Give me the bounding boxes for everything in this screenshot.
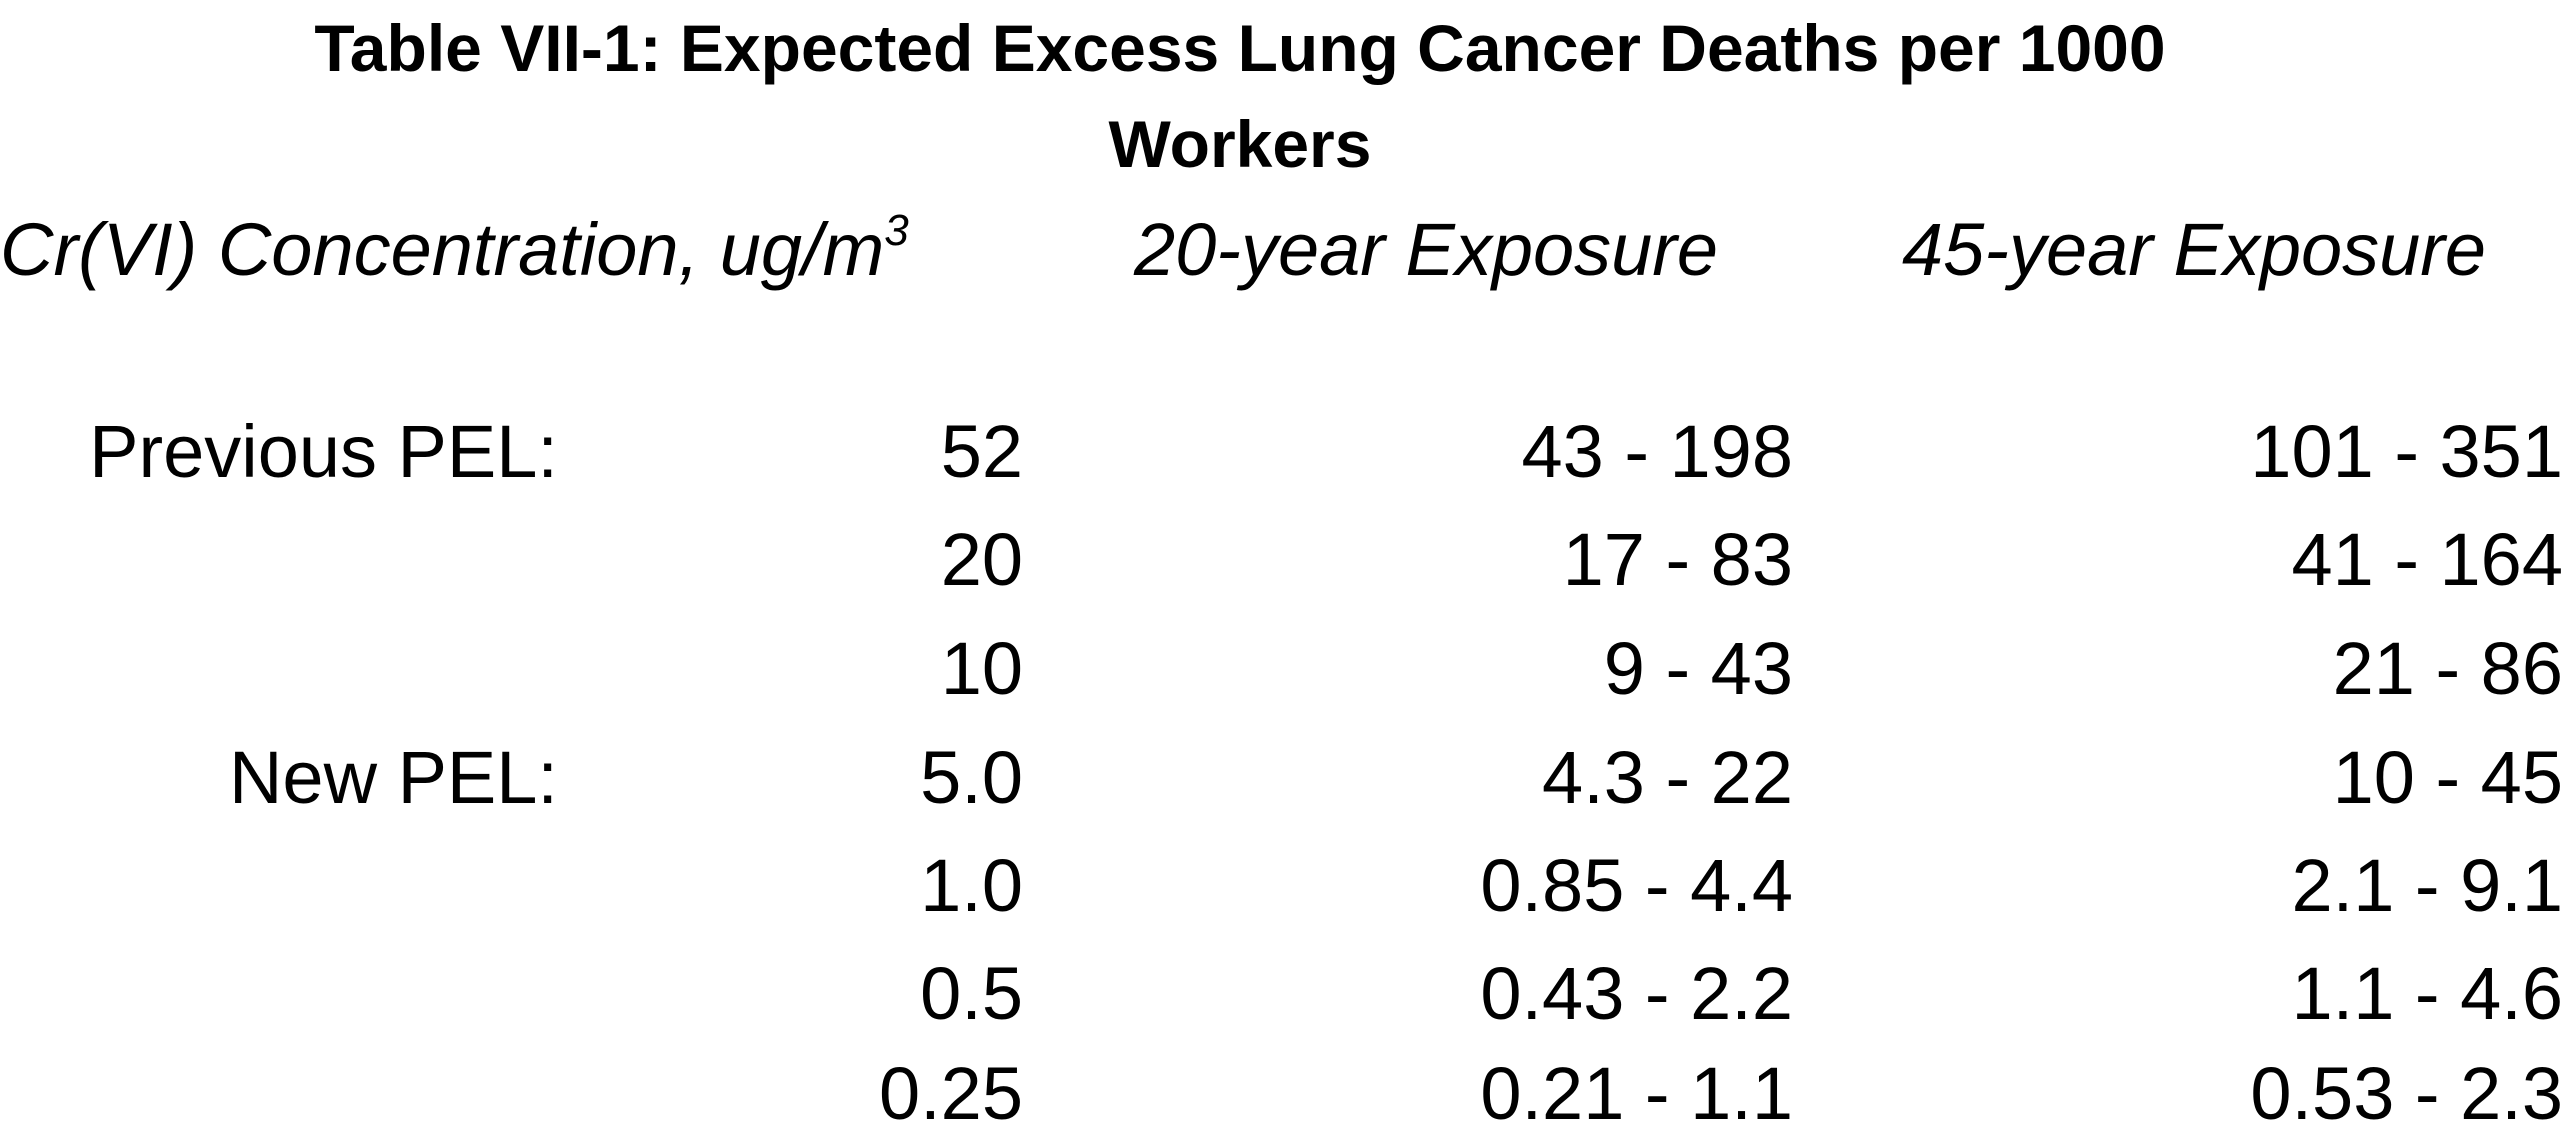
row-exposure-45: 21 - 86	[2332, 627, 2563, 710]
row-exposure-45: 101 - 351	[2250, 410, 2563, 493]
row-label: New PEL:	[228, 736, 558, 819]
header-concentration-text: Cr(VI) Concentration, ug/m	[0, 208, 885, 291]
row-exposure-20: 0.43 - 2.2	[1480, 952, 1793, 1035]
row-exposure-45: 10 - 45	[2332, 736, 2563, 819]
row-concentration: 10	[940, 627, 1023, 710]
table-row: New PEL: 5.0 4.3 - 22 10 - 45	[0, 724, 2563, 832]
row-exposure-20: 43 - 198	[1521, 410, 1793, 493]
table-row: 1.0 0.85 - 4.4 2.1 - 9.1	[0, 832, 2563, 940]
table-row: 0.25 0.21 - 1.1 0.53 - 2.3	[0, 1040, 2563, 1148]
table-title-line-2: Workers	[1108, 107, 1372, 181]
row-concentration: 0.25	[878, 1052, 1023, 1135]
row-exposure-20: 17 - 83	[1562, 518, 1793, 601]
header-20-year-exposure: 20-year Exposure	[1134, 208, 1719, 291]
row-exposure-20: 4.3 - 22	[1542, 736, 1793, 819]
header-45-year-exposure: 45-year Exposure	[1902, 208, 2487, 291]
table-row: Previous PEL: 52 43 - 198 101 - 351	[0, 398, 2563, 506]
table-row: 20 17 - 83 41 - 164	[0, 506, 2563, 614]
row-concentration: 0.5	[920, 952, 1023, 1035]
table-title-line-1: Table VII-1: Expected Excess Lung Cancer…	[314, 11, 2166, 85]
row-exposure-20: 0.21 - 1.1	[1480, 1052, 1793, 1135]
header-concentration-superscript: 3	[884, 206, 909, 255]
row-exposure-20: 0.85 - 4.4	[1480, 844, 1793, 927]
table-title: Table VII-1: Expected Excess Lung Cancer…	[0, 0, 2480, 192]
header-concentration: Cr(VI) Concentration, ug/m3	[0, 200, 909, 300]
row-exposure-45: 41 - 164	[2291, 518, 2563, 601]
row-concentration: 1.0	[920, 844, 1023, 927]
row-concentration: 5.0	[920, 736, 1023, 819]
row-exposure-20: 9 - 43	[1603, 627, 1793, 710]
row-exposure-45: 2.1 - 9.1	[2291, 844, 2563, 927]
table-row: 10 9 - 43 21 - 86	[0, 615, 2563, 723]
row-exposure-45: 1.1 - 4.6	[2291, 952, 2563, 1035]
row-exposure-45: 0.53 - 2.3	[2250, 1052, 2563, 1135]
row-label: Previous PEL:	[89, 410, 558, 493]
row-concentration: 52	[940, 410, 1023, 493]
table-row: 0.5 0.43 - 2.2 1.1 - 4.6	[0, 940, 2563, 1048]
row-concentration: 20	[940, 518, 1023, 601]
